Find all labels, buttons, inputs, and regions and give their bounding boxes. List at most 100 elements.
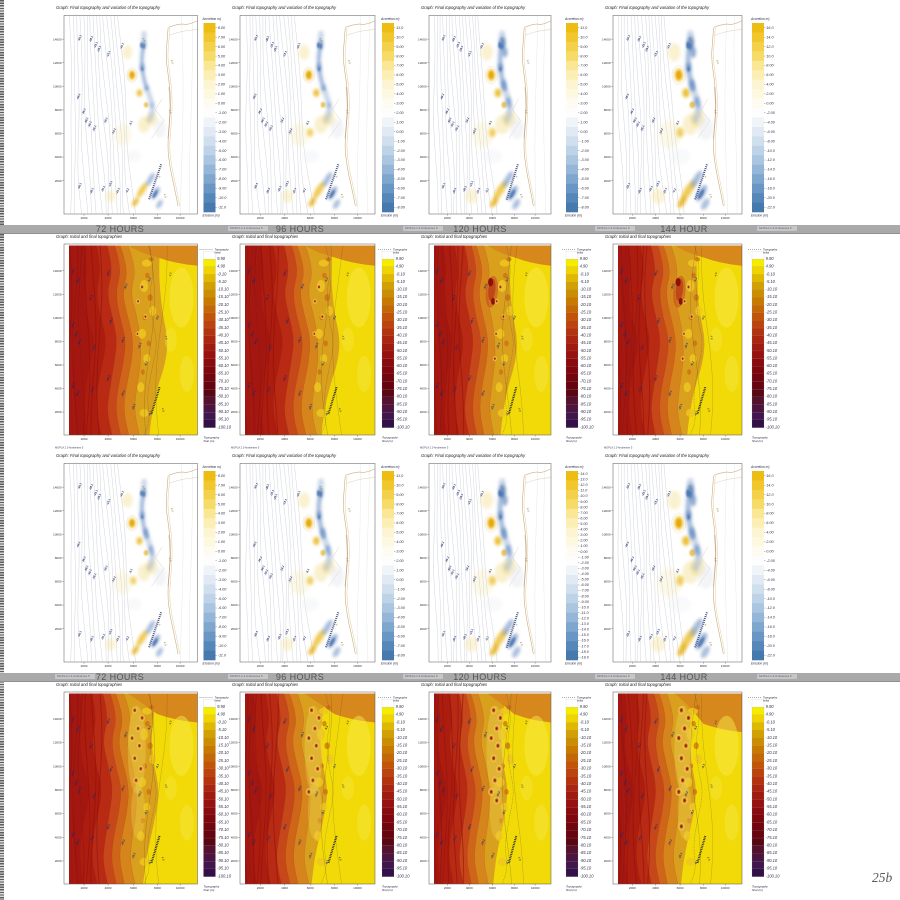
- svg-text:10000: 10000: [602, 764, 611, 768]
- svg-text:11.0: 11.0: [580, 489, 588, 493]
- svg-text:10000: 10000: [229, 764, 238, 768]
- svg-text:6000: 6000: [604, 363, 611, 367]
- svg-text:-0.10: -0.10: [766, 271, 776, 276]
- svg-text:5.00: 5.00: [218, 54, 226, 58]
- svg-text:4.9: 4.9: [338, 407, 343, 412]
- svg-text:-80.1: -80.1: [440, 786, 446, 794]
- svg-text:8000: 8000: [420, 108, 427, 112]
- svg-text:4000: 4000: [55, 603, 62, 607]
- svg-text:-70.1: -70.1: [454, 792, 460, 800]
- svg-text:-75.10: -75.10: [580, 835, 592, 840]
- svg-text:4000: 4000: [466, 216, 473, 220]
- svg-text:-38.1: -38.1: [264, 35, 270, 43]
- svg-text:4.9: 4.9: [520, 335, 525, 340]
- svg-text:-45.1: -45.1: [284, 765, 290, 773]
- svg-text:2000: 2000: [81, 216, 88, 220]
- svg-text:-46.1: -46.1: [257, 107, 263, 115]
- svg-text:9.90: 9.90: [766, 256, 775, 261]
- svg-text:-50.1: -50.1: [625, 482, 631, 490]
- svg-text:-15.1: -15.1: [307, 403, 313, 411]
- svg-text:4.9: 4.9: [715, 507, 720, 512]
- svg-text:-55.1: -55.1: [105, 717, 111, 725]
- svg-text:-10.0: -10.0: [766, 149, 776, 153]
- svg-text:-35.10: -35.10: [580, 773, 592, 778]
- svg-text:-15.1: -15.1: [284, 628, 290, 636]
- svg-text:-85.10: -85.10: [217, 401, 229, 406]
- svg-text:2000: 2000: [444, 437, 451, 441]
- svg-text:-8.00: -8.00: [580, 594, 590, 598]
- svg-text:8000: 8000: [700, 216, 707, 220]
- svg-text:8000: 8000: [331, 886, 338, 890]
- svg-text:-10.0: -10.0: [218, 644, 228, 648]
- svg-text:-30.10: -30.10: [217, 766, 229, 771]
- svg-text:-35.10: -35.10: [217, 773, 229, 778]
- svg-text:4.9: 4.9: [526, 507, 531, 512]
- svg-text:14.0: 14.0: [766, 35, 774, 39]
- svg-text:10000: 10000: [176, 886, 185, 890]
- svg-text:-90.1: -90.1: [70, 769, 76, 777]
- svg-text:-20.1: -20.1: [276, 633, 282, 641]
- svg-text:-25.1: -25.1: [454, 572, 460, 580]
- svg-text:-30.10: -30.10: [580, 766, 592, 771]
- svg-text:-80.1: -80.1: [253, 786, 259, 794]
- svg-text:-46.1: -46.1: [81, 555, 87, 563]
- svg-text:4.9: 4.9: [500, 37, 506, 43]
- svg-text:4.9: 4.9: [161, 407, 166, 412]
- svg-text:-85.10: -85.10: [580, 401, 592, 406]
- svg-text:6000: 6000: [130, 437, 137, 441]
- svg-text:-25.10: -25.10: [217, 758, 229, 763]
- svg-text:-25.1: -25.1: [667, 784, 673, 792]
- svg-text:10000: 10000: [531, 437, 540, 441]
- svg-text:-90.10: -90.10: [217, 409, 229, 414]
- svg-text:6000: 6000: [231, 812, 238, 816]
- svg-text:Topography: Topography: [393, 696, 408, 700]
- svg-text:-100.10: -100.10: [217, 873, 232, 878]
- svg-text:-10.10: -10.10: [580, 287, 592, 292]
- svg-text:12.0: 12.0: [766, 493, 774, 497]
- svg-text:-48.1: -48.1: [624, 540, 630, 548]
- svg-text:-18.1: -18.1: [279, 116, 285, 124]
- svg-text:-5.1: -5.1: [690, 360, 696, 366]
- svg-text:-5.10: -5.10: [396, 279, 406, 284]
- svg-text:14000: 14000: [418, 717, 427, 721]
- svg-text:-25.1: -25.1: [667, 336, 673, 344]
- svg-text:-25.10: -25.10: [766, 758, 778, 763]
- svg-text:-10.1: -10.1: [111, 127, 117, 135]
- svg-text:10.0: 10.0: [580, 35, 588, 39]
- svg-text:-65.10: -65.10: [766, 819, 778, 824]
- svg-text:6.00: 6.00: [766, 73, 774, 77]
- svg-text:-90.1: -90.1: [619, 267, 625, 275]
- svg-text:-80.1: -80.1: [440, 338, 446, 346]
- svg-text:-10.1: -10.1: [658, 575, 664, 583]
- svg-text:-25.1: -25.1: [480, 784, 486, 792]
- svg-text:-90.1: -90.1: [619, 830, 625, 838]
- svg-text:-10.1: -10.1: [662, 187, 668, 195]
- svg-text:8000: 8000: [154, 437, 161, 441]
- svg-text:-55.1: -55.1: [105, 269, 111, 277]
- svg-text:-65.10: -65.10: [580, 371, 592, 376]
- svg-text:-55.10: -55.10: [766, 355, 778, 360]
- svg-text:-30.1: -30.1: [263, 568, 269, 576]
- svg-text:Graph: Initial and final topog: Graph: Initial and final topographies: [421, 234, 488, 239]
- svg-text:-85.1: -85.1: [251, 277, 257, 285]
- svg-text:Graph: Final topography and va: Graph: Final topography and variation of…: [421, 5, 526, 10]
- svg-text:4.00: 4.00: [766, 531, 774, 535]
- svg-text:2000: 2000: [444, 664, 451, 668]
- svg-text:-45.10: -45.10: [217, 789, 229, 794]
- svg-text:14.0: 14.0: [766, 483, 774, 487]
- svg-text:-10.10: -10.10: [766, 287, 778, 292]
- svg-text:14000: 14000: [53, 717, 62, 721]
- svg-text:-0.10: -0.10: [217, 271, 227, 276]
- svg-text:8000: 8000: [331, 437, 338, 441]
- svg-text:-8.00: -8.00: [580, 205, 590, 209]
- svg-text:Erosion (m): Erosion (m): [751, 214, 768, 218]
- svg-text:-75.1: -75.1: [636, 294, 642, 302]
- svg-text:2000: 2000: [629, 886, 636, 890]
- svg-text:-45.1: -45.1: [108, 317, 114, 325]
- svg-text:-5.1: -5.1: [128, 568, 134, 574]
- svg-text:-80.1: -80.1: [77, 786, 83, 794]
- svg-text:-35.10: -35.10: [766, 773, 778, 778]
- svg-text:-4.00: -4.00: [766, 568, 776, 572]
- svg-text:final (m): final (m): [204, 888, 215, 892]
- svg-text:-15.1: -15.1: [107, 628, 113, 636]
